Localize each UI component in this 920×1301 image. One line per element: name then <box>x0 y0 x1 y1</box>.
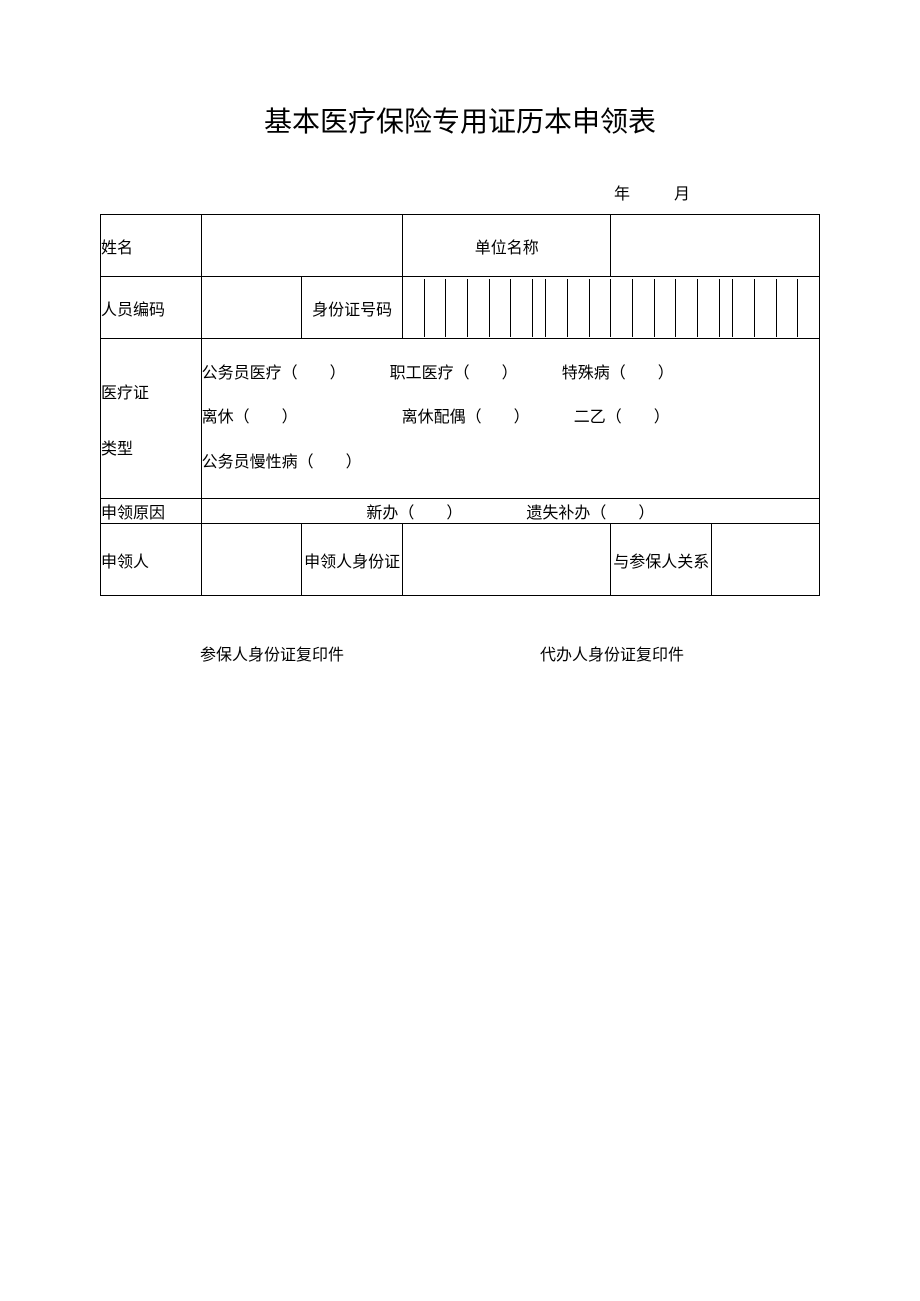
id-digit-15[interactable] <box>733 279 755 337</box>
month-label: 月 <box>674 186 690 203</box>
cert-opt-employee[interactable]: 职工医疗（ ） <box>390 355 518 393</box>
row-cert-type: 医疗证 类型 公务员医疗（ ） 职工医疗（ ） 特殊病（ ） 离休（ ） 离休配… <box>101 339 820 499</box>
id-digit-6[interactable] <box>511 279 533 337</box>
cert-opt-chronic[interactable]: 公务员慢性病（ ） <box>202 444 362 482</box>
agent-copy-label: 代办人身份证复印件 <box>480 641 820 665</box>
footer-labels: 参保人身份证复印件 代办人身份证复印件 <box>100 641 820 665</box>
label-id-number: 身份证号码 <box>302 277 403 339</box>
id-digit-8[interactable] <box>568 279 590 337</box>
form-page: 基本医疗保险专用证历本申领表 年 月 姓名 单位名称 人员编码 身份证号码 <box>0 0 920 665</box>
label-name: 姓名 <box>101 215 202 277</box>
id-digit-9[interactable] <box>590 279 612 337</box>
cert-type-text-1: 医疗证 <box>101 379 201 403</box>
input-name[interactable] <box>201 215 402 277</box>
id-digit-1[interactable] <box>403 279 425 337</box>
input-unit-name[interactable] <box>611 215 820 277</box>
label-applicant: 申领人 <box>101 524 202 596</box>
year-label: 年 <box>614 186 630 203</box>
date-line: 年 月 <box>100 180 820 204</box>
id-digit-3[interactable] <box>446 279 468 337</box>
row-person-code: 人员编码 身份证号码 <box>101 277 820 339</box>
id-digit-2[interactable] <box>425 279 447 337</box>
id-digit-12[interactable] <box>655 279 677 337</box>
id-digit-13[interactable] <box>676 279 698 337</box>
cert-opt-retired[interactable]: 离休（ ） <box>202 399 298 437</box>
reason-opt-new[interactable]: 新办（ ） <box>366 499 462 523</box>
id-digit-7[interactable] <box>546 279 568 337</box>
id-digit-4[interactable] <box>468 279 490 337</box>
input-applicant[interactable] <box>201 524 302 596</box>
id-digit-11[interactable] <box>633 279 655 337</box>
label-person-code: 人员编码 <box>101 277 202 339</box>
label-applicant-id: 申领人身份证 <box>302 524 403 596</box>
cert-opt-civil-servant[interactable]: 公务员医疗（ ） <box>202 355 346 393</box>
id-number-container <box>402 277 819 339</box>
reason-opt-lost[interactable]: 遗失补办（ ） <box>526 499 654 523</box>
page-title: 基本医疗保险专用证历本申领表 <box>100 100 820 140</box>
id-digit-10[interactable] <box>611 279 633 337</box>
id-digit-14[interactable] <box>698 279 720 337</box>
id-gap-1 <box>533 279 546 337</box>
row-apply-reason: 申领原因 新办（ ） 遗失补办（ ） <box>101 499 820 524</box>
id-digit-5[interactable] <box>490 279 512 337</box>
cert-opt-eryj[interactable]: 二乙（ ） <box>574 399 670 437</box>
input-applicant-id[interactable] <box>402 524 611 596</box>
cert-type-text-2: 类型 <box>101 435 201 459</box>
id-digit-18[interactable] <box>798 279 819 337</box>
cert-opt-retired-spouse[interactable]: 离休配偶（ ） <box>402 399 530 437</box>
row-applicant: 申领人 申领人身份证 与参保人关系 <box>101 524 820 596</box>
application-form-table: 姓名 单位名称 人员编码 身份证号码 <box>100 214 820 596</box>
id-gap-2 <box>720 279 733 337</box>
label-cert-type: 医疗证 类型 <box>101 339 202 499</box>
cert-type-options: 公务员医疗（ ） 职工医疗（ ） 特殊病（ ） 离休（ ） 离休配偶（ ） 二乙… <box>201 339 819 499</box>
insured-copy-label: 参保人身份证复印件 <box>100 641 480 665</box>
label-relation: 与参保人关系 <box>611 524 712 596</box>
id-digit-16[interactable] <box>755 279 777 337</box>
label-apply-reason: 申领原因 <box>101 499 202 524</box>
input-person-code[interactable] <box>201 277 302 339</box>
cert-opt-special[interactable]: 特殊病（ ） <box>562 355 674 393</box>
input-relation[interactable] <box>712 524 820 596</box>
row-name: 姓名 单位名称 <box>101 215 820 277</box>
label-unit-name: 单位名称 <box>402 215 611 277</box>
id-digit-17[interactable] <box>777 279 799 337</box>
apply-reason-options: 新办（ ） 遗失补办（ ） <box>201 499 819 524</box>
